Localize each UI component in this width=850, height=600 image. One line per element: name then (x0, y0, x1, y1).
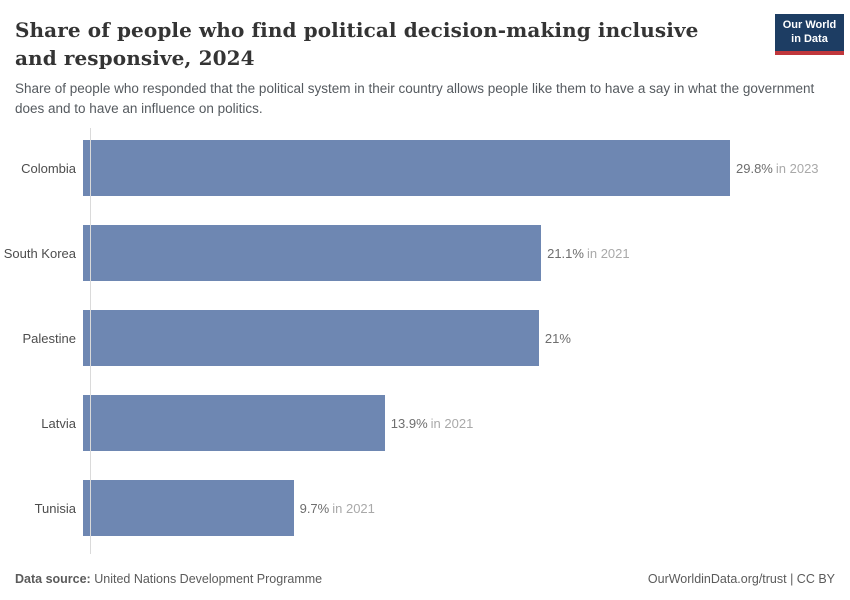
chart-title: Share of people who find political decis… (15, 18, 699, 70)
value-label: 29.8% in 2023 (736, 161, 819, 176)
chart-subtitle: Share of people who responded that the p… (15, 81, 815, 117)
data-source-value: United Nations Development Programme (94, 572, 323, 586)
bar-row: South Korea 21.1% in 2021 (0, 225, 835, 281)
bar-track: 21% (83, 310, 835, 366)
value-year: in 2021 (332, 500, 375, 516)
bar-track: 21.1% in 2021 (83, 225, 835, 281)
entity-label[interactable]: Palestine (22, 330, 76, 346)
bar-track: 13.9% in 2021 (83, 395, 835, 451)
value-number: 21% (544, 330, 571, 346)
value-label: 21.1% in 2021 (547, 246, 630, 261)
value-number: 21.1% (547, 245, 584, 261)
bar[interactable] (83, 480, 294, 536)
plot-area: Colombia 29.8% in 2023 South Korea 21.1% in 2… (0, 128, 835, 554)
bar-track: 29.8% in 2023 (83, 140, 835, 196)
bar-row: Palestine 21% (0, 310, 835, 366)
bar-chart: Colombia 29.8% in 2023 South Korea 21.1% in 2… (0, 128, 835, 554)
value-year: in 2021 (586, 245, 630, 261)
entity-label[interactable]: Colombia (21, 160, 76, 176)
attribution-link[interactable]: OurWorldinData.org/trust | CC BY (647, 572, 835, 586)
owid-logo[interactable]: Our World in Data (775, 14, 844, 55)
bar-row: Colombia 29.8% in 2023 (0, 140, 835, 196)
bar-row: Tunisia 9.7% in 2021 (0, 480, 835, 536)
value-year: in 2023 (775, 160, 819, 176)
data-source-label: Data source: (15, 572, 91, 586)
value-year: in 2021 (430, 415, 474, 431)
value-label: 9.7% in 2021 (300, 501, 375, 516)
bar-rows: Colombia 29.8% in 2023 South Korea 21.1% in 2… (0, 140, 835, 536)
bar[interactable] (83, 310, 539, 366)
bar-track: 9.7% in 2021 (83, 480, 835, 536)
value-number: 29.8% (736, 160, 773, 176)
bar-row: Latvia 13.9% in 2021 (0, 395, 835, 451)
y-axis-line (90, 128, 91, 554)
entity-label[interactable]: Tunisia (34, 500, 76, 516)
bar[interactable] (83, 225, 542, 281)
bar[interactable] (83, 140, 730, 196)
chart-footer: Data source: United Nations Development … (15, 572, 835, 586)
bar[interactable] (83, 395, 385, 451)
data-source: Data source: United Nations Development … (15, 572, 322, 586)
owid-logo-line1: Our World (782, 19, 837, 31)
chart-header: Share of people who find political decis… (0, 0, 850, 120)
value-number: 9.7% (299, 500, 330, 516)
value-label: 21% (545, 331, 571, 346)
entity-label[interactable]: South Korea (3, 245, 76, 261)
value-number: 13.9% (390, 415, 428, 431)
entity-label[interactable]: Latvia (41, 415, 76, 431)
value-label: 13.9% in 2021 (391, 416, 474, 431)
owid-logo-line2: in Data (791, 32, 828, 45)
